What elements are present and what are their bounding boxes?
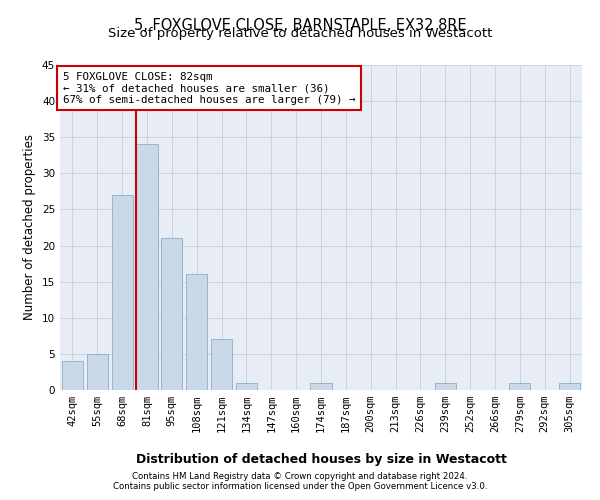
Bar bbox=[310, 383, 332, 390]
Bar bbox=[112, 195, 133, 390]
Bar bbox=[559, 383, 580, 390]
Y-axis label: Number of detached properties: Number of detached properties bbox=[23, 134, 37, 320]
Text: Size of property relative to detached houses in Westacott: Size of property relative to detached ho… bbox=[108, 28, 492, 40]
Bar bbox=[62, 361, 83, 390]
Bar bbox=[435, 383, 456, 390]
Bar bbox=[509, 383, 530, 390]
Bar bbox=[236, 383, 257, 390]
Bar bbox=[161, 238, 182, 390]
Text: Contains public sector information licensed under the Open Government Licence v3: Contains public sector information licen… bbox=[113, 482, 487, 491]
Bar bbox=[136, 144, 158, 390]
Bar bbox=[211, 340, 232, 390]
Bar bbox=[87, 354, 108, 390]
Text: Distribution of detached houses by size in Westacott: Distribution of detached houses by size … bbox=[136, 452, 506, 466]
Text: 5, FOXGLOVE CLOSE, BARNSTAPLE, EX32 8RE: 5, FOXGLOVE CLOSE, BARNSTAPLE, EX32 8RE bbox=[134, 18, 466, 32]
Text: Contains HM Land Registry data © Crown copyright and database right 2024.: Contains HM Land Registry data © Crown c… bbox=[132, 472, 468, 481]
Text: 5 FOXGLOVE CLOSE: 82sqm
← 31% of detached houses are smaller (36)
67% of semi-de: 5 FOXGLOVE CLOSE: 82sqm ← 31% of detache… bbox=[62, 72, 355, 104]
Bar bbox=[186, 274, 207, 390]
